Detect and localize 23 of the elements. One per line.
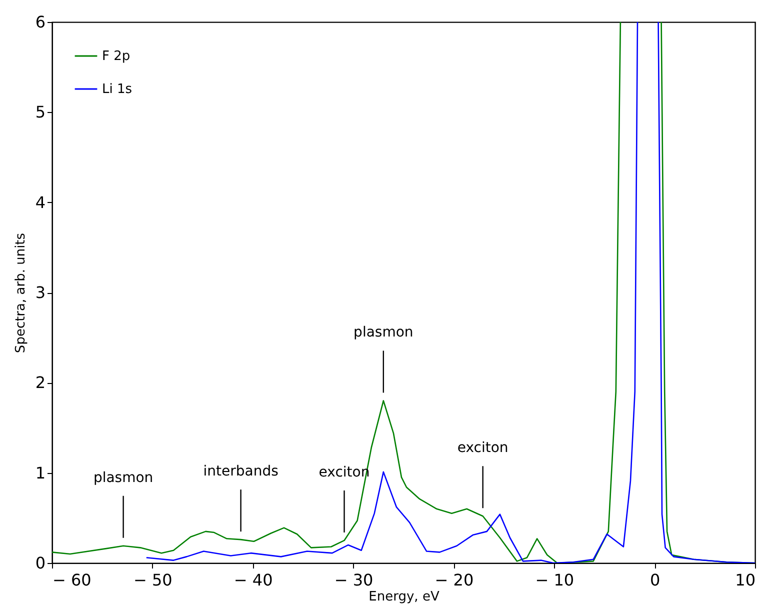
x-tick-label: 0 <box>650 570 660 590</box>
x-tick-label: − 20 <box>434 570 474 590</box>
annotation: plasmon <box>93 470 154 486</box>
y-tick-label: 0 <box>35 554 46 572</box>
x-tick-label: − 40 <box>234 570 273 590</box>
x-tick-label: − 50 <box>134 570 172 590</box>
annotation: interbands <box>203 464 278 480</box>
y-tick-label: 1 <box>35 463 46 482</box>
x-tick-label: − 10 <box>535 570 574 590</box>
x-tick-label: 10 <box>735 570 756 590</box>
x-axis-title: Energy, eV <box>368 590 440 604</box>
y-axis-title: Spectra, arb. units <box>13 232 28 354</box>
y-tick-label: 6 <box>35 12 46 32</box>
y-tick-label: 5 <box>35 102 46 122</box>
x-tick-label: − 30 <box>334 570 374 590</box>
legend-label: Li 1s <box>102 82 132 97</box>
y-tick-label: 2 <box>35 373 46 392</box>
y-tick-label: 4 <box>35 192 46 212</box>
annotation: plasmon <box>354 324 414 341</box>
annotation: exciton <box>457 440 508 456</box>
x-tick-label: − 60 <box>52 570 92 590</box>
legend-label: F 2p <box>102 49 130 64</box>
y-tick-label: 3 <box>35 283 46 302</box>
